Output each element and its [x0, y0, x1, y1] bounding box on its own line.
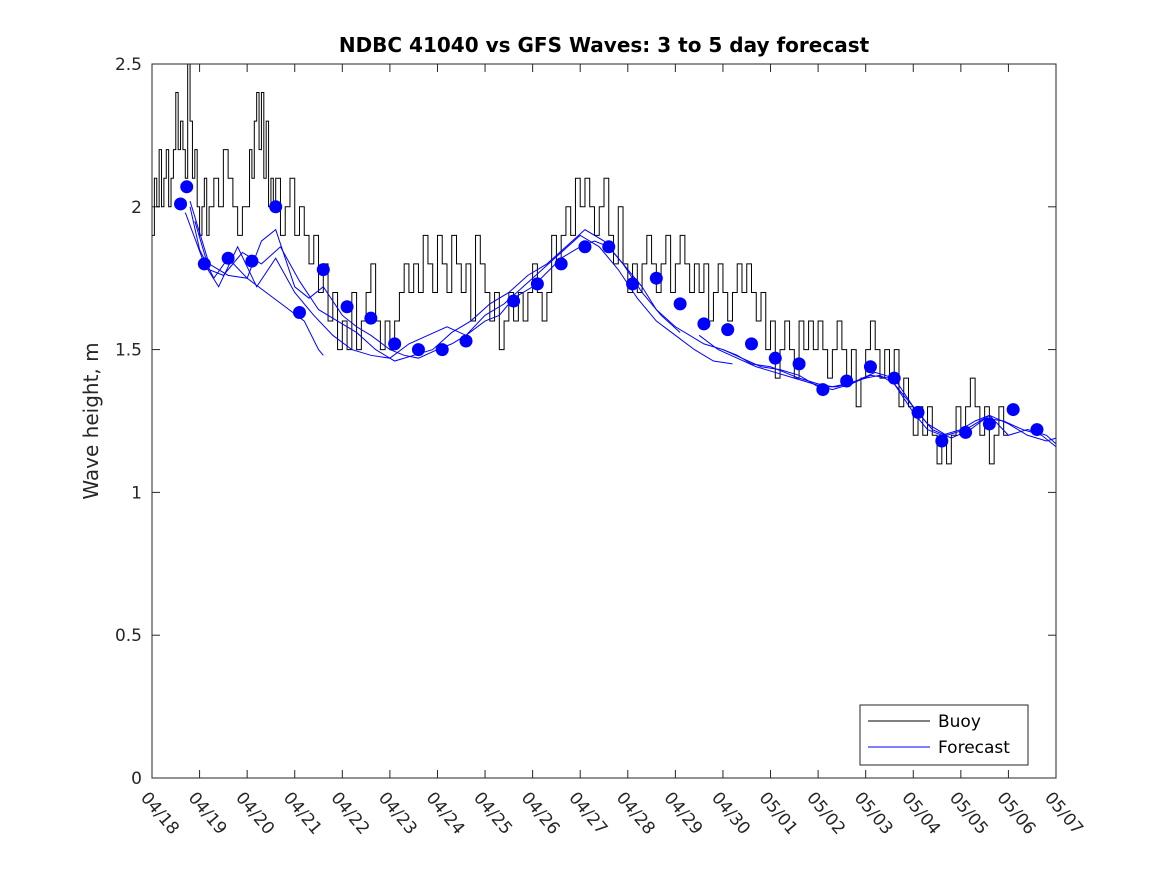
x-tick-label: 05/07	[1040, 788, 1087, 838]
y-tick-label: 1	[131, 483, 142, 503]
forecast-marker	[744, 337, 758, 351]
forecast-marker	[721, 323, 735, 337]
forecast-marker	[768, 351, 782, 365]
forecast-marker	[863, 360, 877, 374]
forecast-marker	[221, 251, 235, 265]
x-tick-label: 05/06	[993, 788, 1040, 838]
forecast-marker	[1006, 403, 1020, 417]
x-tick-label: 05/01	[755, 788, 802, 838]
y-tick-label: 2.5	[115, 55, 142, 75]
forecast-ensemble-line	[189, 200, 324, 356]
x-tick-label: 04/27	[564, 788, 611, 838]
forecast-marker	[626, 277, 640, 291]
forecast-markers	[174, 180, 1044, 448]
x-tick-label: 04/26	[517, 788, 564, 838]
x-tick-label: 04/25	[469, 788, 516, 838]
forecast-ensemble-line	[194, 220, 681, 362]
forecast-marker	[697, 317, 711, 331]
x-tick-label: 04/28	[612, 788, 659, 838]
forecast-marker	[1030, 423, 1044, 437]
x-tick-label: 04/21	[279, 788, 326, 838]
forecast-marker	[316, 263, 330, 277]
x-tick-label: 05/05	[945, 788, 992, 838]
y-tick-label: 0	[131, 769, 142, 789]
forecast-marker	[435, 343, 449, 357]
forecast-marker	[935, 434, 949, 448]
plot-area-frame	[151, 63, 1057, 779]
y-tick-label: 0.5	[115, 626, 142, 646]
forecast-marker	[292, 305, 306, 319]
y-tick-label: 1.5	[115, 341, 142, 361]
forecast-marker	[887, 371, 901, 385]
forecast-marker	[673, 297, 687, 311]
x-tick-label: 04/23	[374, 788, 421, 838]
x-tick-label: 04/29	[660, 788, 707, 838]
forecast-marker	[959, 425, 973, 439]
forecast-marker	[180, 180, 194, 194]
x-tick-label: 05/03	[850, 788, 897, 838]
x-tick-label: 05/02	[802, 788, 849, 838]
forecast-marker	[649, 271, 663, 285]
forecast-marker	[388, 337, 402, 351]
y-axis-label: Wave height, m	[79, 342, 103, 499]
legend-buoy-label: Buoy	[938, 712, 981, 732]
forecast-marker	[816, 383, 830, 397]
forecast-marker	[459, 334, 473, 348]
x-tick-label: 05/04	[897, 788, 944, 838]
forecast-marker	[578, 240, 592, 254]
x-tick-label: 04/18	[136, 788, 183, 838]
forecast-ensemble-line	[184, 212, 733, 365]
forecast-marker	[792, 357, 806, 371]
x-tick-label: 04/30	[707, 788, 754, 838]
legend-forecast-label: Forecast	[938, 738, 1010, 758]
y-tick-label: 2	[131, 198, 142, 218]
legend-box	[859, 704, 1029, 766]
forecast-marker	[554, 257, 568, 271]
forecast-marker	[840, 374, 854, 388]
chart-title: NDBC 41040 vs GFS Waves: 3 to 5 day fore…	[339, 33, 870, 57]
forecast-marker	[269, 200, 283, 214]
forecast-marker	[197, 257, 211, 271]
forecast-ensemble-line	[698, 334, 1057, 448]
x-tick-label: 04/20	[231, 788, 278, 838]
buoy-line	[152, 63, 1009, 465]
forecast-marker	[364, 311, 378, 325]
x-tick-label: 04/24	[422, 788, 469, 838]
forecast-marker	[411, 343, 425, 357]
forecast-marker	[507, 294, 521, 308]
x-tick-label: 04/19	[184, 788, 231, 838]
x-tick-label: 04/22	[326, 788, 373, 838]
forecast-marker	[340, 300, 354, 314]
forecast-marker	[174, 197, 188, 211]
buoy-series	[152, 63, 1009, 465]
forecast-marker	[602, 240, 616, 254]
legend: Buoy Forecast	[859, 704, 1029, 766]
forecast-marker	[982, 417, 996, 431]
forecast-marker	[245, 254, 259, 268]
forecast-marker	[911, 405, 925, 419]
forecast-marker	[530, 277, 544, 291]
forecast-series	[184, 200, 1057, 448]
